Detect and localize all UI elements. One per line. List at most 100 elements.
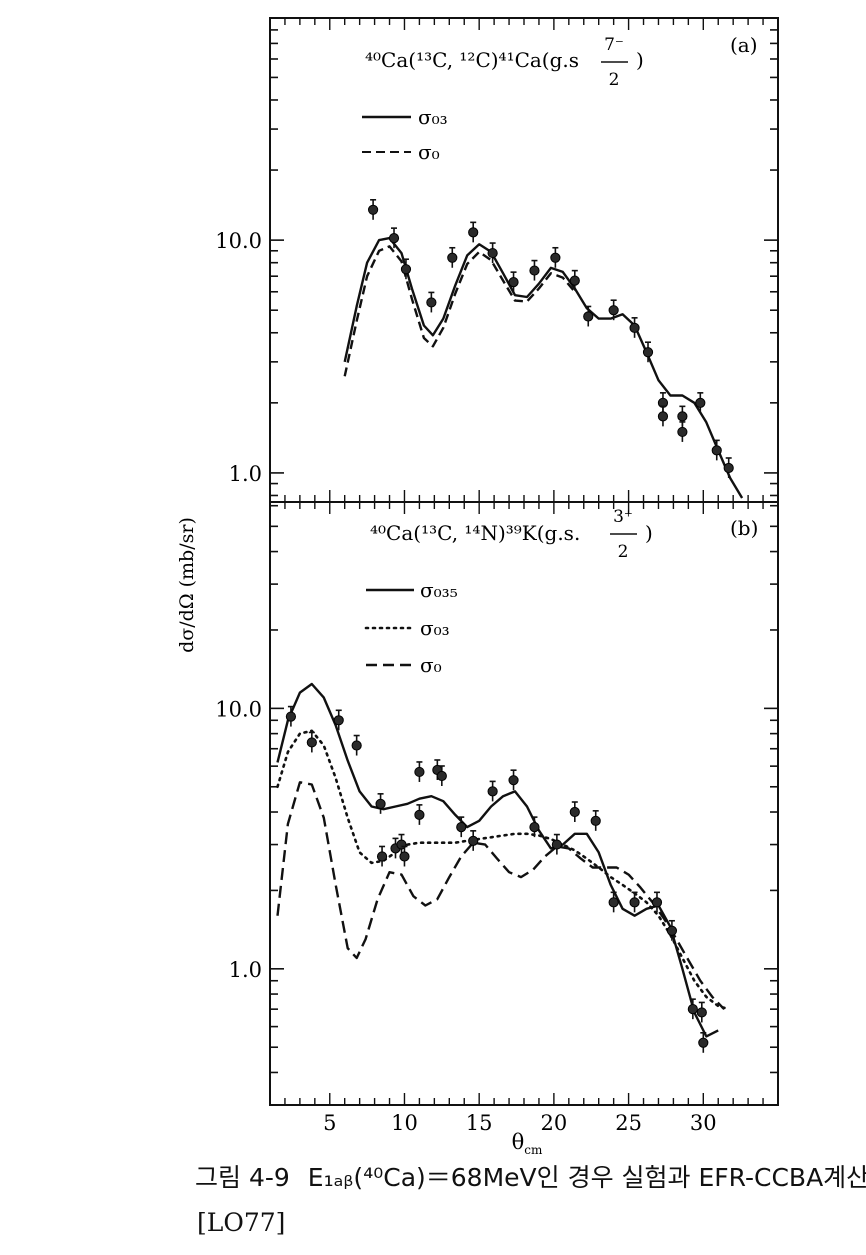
panel-a-data-point	[487, 242, 498, 264]
panel-a-data-point	[642, 341, 654, 363]
caption-line-1: 그림 4-9 E₁ₐᵦ(⁴⁰Ca)＝68MeV인 경우 실험과 EFR-CCBA계…	[195, 1158, 866, 1194]
panel-b-data-point	[487, 780, 498, 802]
panel-a-data-point	[629, 317, 640, 338]
panel-a-point-marker	[367, 204, 379, 215]
panel-b-point-marker	[569, 806, 580, 818]
panel-b-title: ⁴⁰Ca(¹³C, ¹⁴N)³⁹K(g.s. 3⁺ 2 )	[370, 507, 653, 562]
panel-b-point-marker	[629, 897, 640, 908]
svg-text:): )	[645, 521, 653, 545]
panel-b-point-marker	[375, 798, 386, 809]
panel-b-point-marker	[399, 851, 410, 862]
panel-a-point-marker	[629, 322, 640, 333]
panel-b-point-marker	[414, 766, 425, 778]
panel-a-data-point	[550, 246, 561, 268]
panel-a-point-marker	[642, 347, 654, 358]
legend-a-label-0: σ₀₃	[418, 105, 448, 129]
panel-b-data-point	[590, 810, 601, 831]
legend-a-label-1: σ₀	[418, 140, 440, 164]
panel-a-point-marker	[529, 265, 540, 276]
panel-b-point-marker	[508, 775, 519, 786]
x-tick-label: 20	[541, 1111, 568, 1135]
panel-b-series-dashed	[276, 781, 726, 1011]
panel-b-data-point	[608, 891, 619, 913]
panel-a-point-marker	[677, 411, 688, 422]
panel-b-point-marker	[306, 737, 317, 748]
panel-b-point-marker	[351, 740, 362, 751]
panel-a-ytick-label: 10.0	[215, 229, 262, 253]
panel-a-point-marker	[583, 311, 594, 322]
panel-a-data-point	[447, 246, 458, 268]
panel-b-data-point	[333, 709, 344, 731]
panel-a-point-marker	[711, 445, 722, 456]
panel-b-data-point	[569, 801, 580, 823]
panel-b-point-marker	[456, 822, 467, 833]
panel-b-series-solid	[276, 682, 719, 1038]
panel-a-point-marker	[447, 252, 458, 263]
x-axis-label: θcm	[512, 1130, 543, 1157]
x-tick-label: 5	[323, 1111, 336, 1135]
panel-b-data-point	[651, 891, 663, 913]
panel-a-data-point	[468, 221, 479, 243]
legend-b-label-2: σ₀	[420, 653, 442, 677]
panel-b-data-point	[376, 845, 388, 867]
panel-a-point-marker	[487, 247, 498, 259]
panel-b-data-point	[436, 765, 447, 786]
svg-text:): )	[636, 48, 644, 72]
panel-a-data-point	[508, 271, 519, 293]
x-tick-label: 15	[466, 1111, 493, 1135]
panel-b-data-point	[399, 845, 410, 867]
panel-b-series-dotted	[276, 729, 730, 1011]
svg-text:3⁺: 3⁺	[613, 507, 633, 527]
panel-a-data-point	[529, 259, 540, 281]
panel-b-series	[276, 682, 730, 1053]
panel-b-point-marker	[551, 839, 562, 850]
panel-b-data-point	[666, 919, 678, 941]
x-tick-label: 10	[391, 1111, 418, 1135]
panel-a-data-point	[657, 405, 669, 427]
panel-a-data-point	[426, 291, 437, 313]
panel-a-data-point	[677, 421, 688, 442]
panel-a-data-point	[711, 439, 722, 461]
panel-b-point-marker	[687, 1004, 698, 1015]
panel-a-point-marker	[468, 227, 479, 238]
panel-a-data-point	[583, 305, 594, 327]
panel-b-data-point	[696, 1001, 707, 1023]
panel-b-point-marker	[487, 786, 498, 797]
panel-b-point-marker	[414, 809, 425, 820]
legend-b: σ₀₃₅ σ₀₃ σ₀	[364, 578, 458, 677]
x-tick-label: 30	[690, 1111, 717, 1135]
legend-a: σ₀₃ σ₀	[362, 105, 448, 164]
panel-a-point-marker	[508, 277, 519, 288]
panel-b-point-marker	[608, 897, 619, 908]
svg-text:⁴⁰Ca(¹³C, ¹²C)⁴¹Ca(g.s: ⁴⁰Ca(¹³C, ¹²C)⁴¹Ca(g.s	[365, 48, 579, 72]
panel-a-series	[343, 198, 744, 499]
panel-b-point-marker	[333, 715, 344, 726]
x-tick-labels: 5 10 15 20 25 30	[323, 1111, 717, 1135]
panel-b-point-marker	[285, 711, 297, 722]
panel-a-point-marker	[569, 275, 580, 286]
legend-b-label-0: σ₀₃₅	[420, 578, 458, 602]
svg-text:2: 2	[609, 70, 620, 90]
panel-b-data-point	[285, 705, 297, 727]
panel-b-point-marker	[590, 815, 601, 826]
panel-b-data-point	[468, 830, 479, 851]
panel-a-point-marker	[426, 297, 437, 308]
y-tick-labels: 10.0 1.0 10.0 1.0	[215, 229, 262, 982]
panel-b-data-point	[629, 891, 640, 913]
panel-a-series-solid	[343, 236, 744, 499]
panel-b-data-point	[687, 998, 698, 1020]
panel-b-point-marker	[436, 770, 447, 782]
panel-a-point-marker	[695, 397, 706, 408]
panel-a-ytick-label: 1.0	[229, 462, 262, 486]
panel-b-data-point	[306, 731, 317, 753]
panel-b-data-point	[551, 833, 562, 855]
caption-label: 그림 4-9	[195, 1163, 290, 1192]
panel-b-data-point	[456, 816, 467, 838]
panel-a-data-point	[367, 198, 379, 220]
svg-text:2: 2	[618, 542, 629, 562]
panel-a-point-marker	[657, 411, 669, 422]
panel-b-data-point	[390, 837, 401, 859]
panel-a-label: (a)	[730, 33, 758, 57]
panel-b-data-point	[698, 1031, 709, 1053]
panel-a-point-marker	[608, 305, 619, 316]
